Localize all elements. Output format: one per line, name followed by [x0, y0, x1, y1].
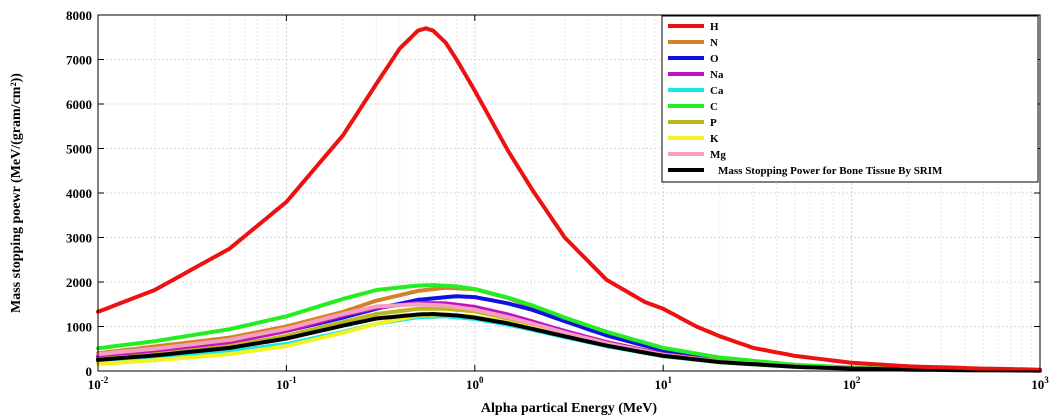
y-tick-label: 5000 — [66, 142, 92, 157]
legend-label: C — [710, 101, 718, 113]
legend-label: Mg — [710, 149, 726, 161]
axis-ticks: 0 1000 2000 3000 4000 5000 6000 7000 8000 10-2 10-… — [66, 8, 1049, 392]
x-tick-label: 101 — [654, 375, 672, 392]
y-tick-label: 4000 — [66, 186, 92, 201]
x-tick-label: 100 — [466, 375, 484, 392]
y-tick-label: 1000 — [66, 320, 92, 335]
legend-label: Na — [710, 69, 724, 81]
x-tick-label: 103 — [1031, 375, 1049, 392]
series-line-c — [96, 283, 1042, 373]
legend-label: Mass Stopping Power for Bone Tissue By S… — [718, 165, 943, 177]
legend-label: H — [710, 21, 719, 33]
y-tick-label: 2000 — [66, 275, 92, 290]
x-tick-label: 10-1 — [276, 375, 297, 392]
legend-label: Ca — [710, 85, 724, 97]
y-tick-label: 8000 — [66, 8, 92, 23]
series-line-n — [96, 285, 1042, 373]
x-axis-label: Alpha partical Energy (MeV) — [481, 401, 657, 416]
y-tick-label: 0 — [86, 364, 93, 379]
series-layer — [96, 26, 1042, 373]
legend-label: P — [710, 117, 717, 129]
y-tick-label: 7000 — [66, 53, 92, 68]
legend-box — [661, 15, 1039, 183]
series-line-mass — [96, 312, 1042, 373]
y-axis-label: Mass stopping poewr (MeV/(gram/cm²)) — [9, 73, 24, 313]
legend-label: K — [710, 133, 719, 145]
legend-label: N — [710, 37, 718, 49]
legend-label: O — [710, 53, 719, 65]
y-tick-label: 6000 — [66, 97, 92, 112]
y-tick-label: 3000 — [66, 231, 92, 246]
x-tick-label: 10-2 — [88, 375, 109, 392]
x-tick-label: 102 — [843, 375, 861, 392]
legend: HNO Na Ca CPK Mg Mass Stopping Power for Bone… — [661, 15, 1039, 183]
series-line-h — [96, 26, 1042, 372]
